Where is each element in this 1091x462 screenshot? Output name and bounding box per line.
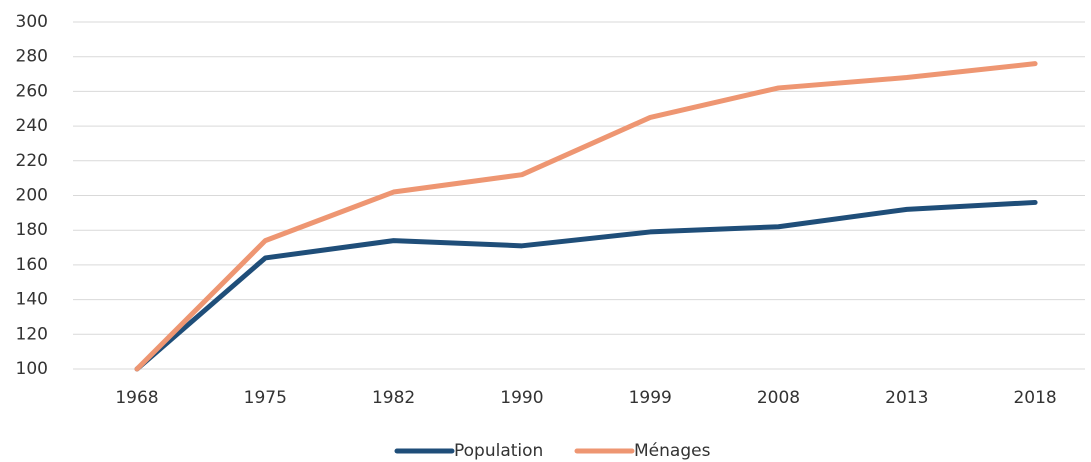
line-series [134, 199, 1038, 372]
x-tick-label: 2013 [885, 388, 928, 408]
y-tick-label: 160 [16, 255, 48, 275]
x-tick-label: 1982 [372, 388, 415, 408]
y-tick-label: 220 [16, 151, 48, 171]
x-tick-label: 2018 [1013, 388, 1056, 408]
y-tick-label: 100 [16, 359, 48, 379]
y-tick-label: 260 [16, 81, 48, 101]
y-tick-label: 180 [16, 220, 48, 240]
y-tick-label: 240 [16, 116, 48, 136]
x-tick-label: 1999 [629, 388, 672, 408]
legend-label: Ménages [634, 441, 711, 461]
y-tick-label: 300 [16, 12, 48, 32]
legend-label: Population [454, 441, 543, 461]
x-tick-label: 2008 [757, 388, 800, 408]
y-tick-label: 200 [16, 186, 48, 206]
y-tick-label: 120 [16, 324, 48, 344]
x-tick-label: 1975 [244, 388, 287, 408]
line-series [134, 61, 1038, 372]
y-tick-label: 140 [16, 290, 48, 310]
x-tick-label: 1990 [500, 388, 543, 408]
y-tick-label: 280 [16, 47, 48, 67]
x-tick-label: 1968 [115, 388, 158, 408]
